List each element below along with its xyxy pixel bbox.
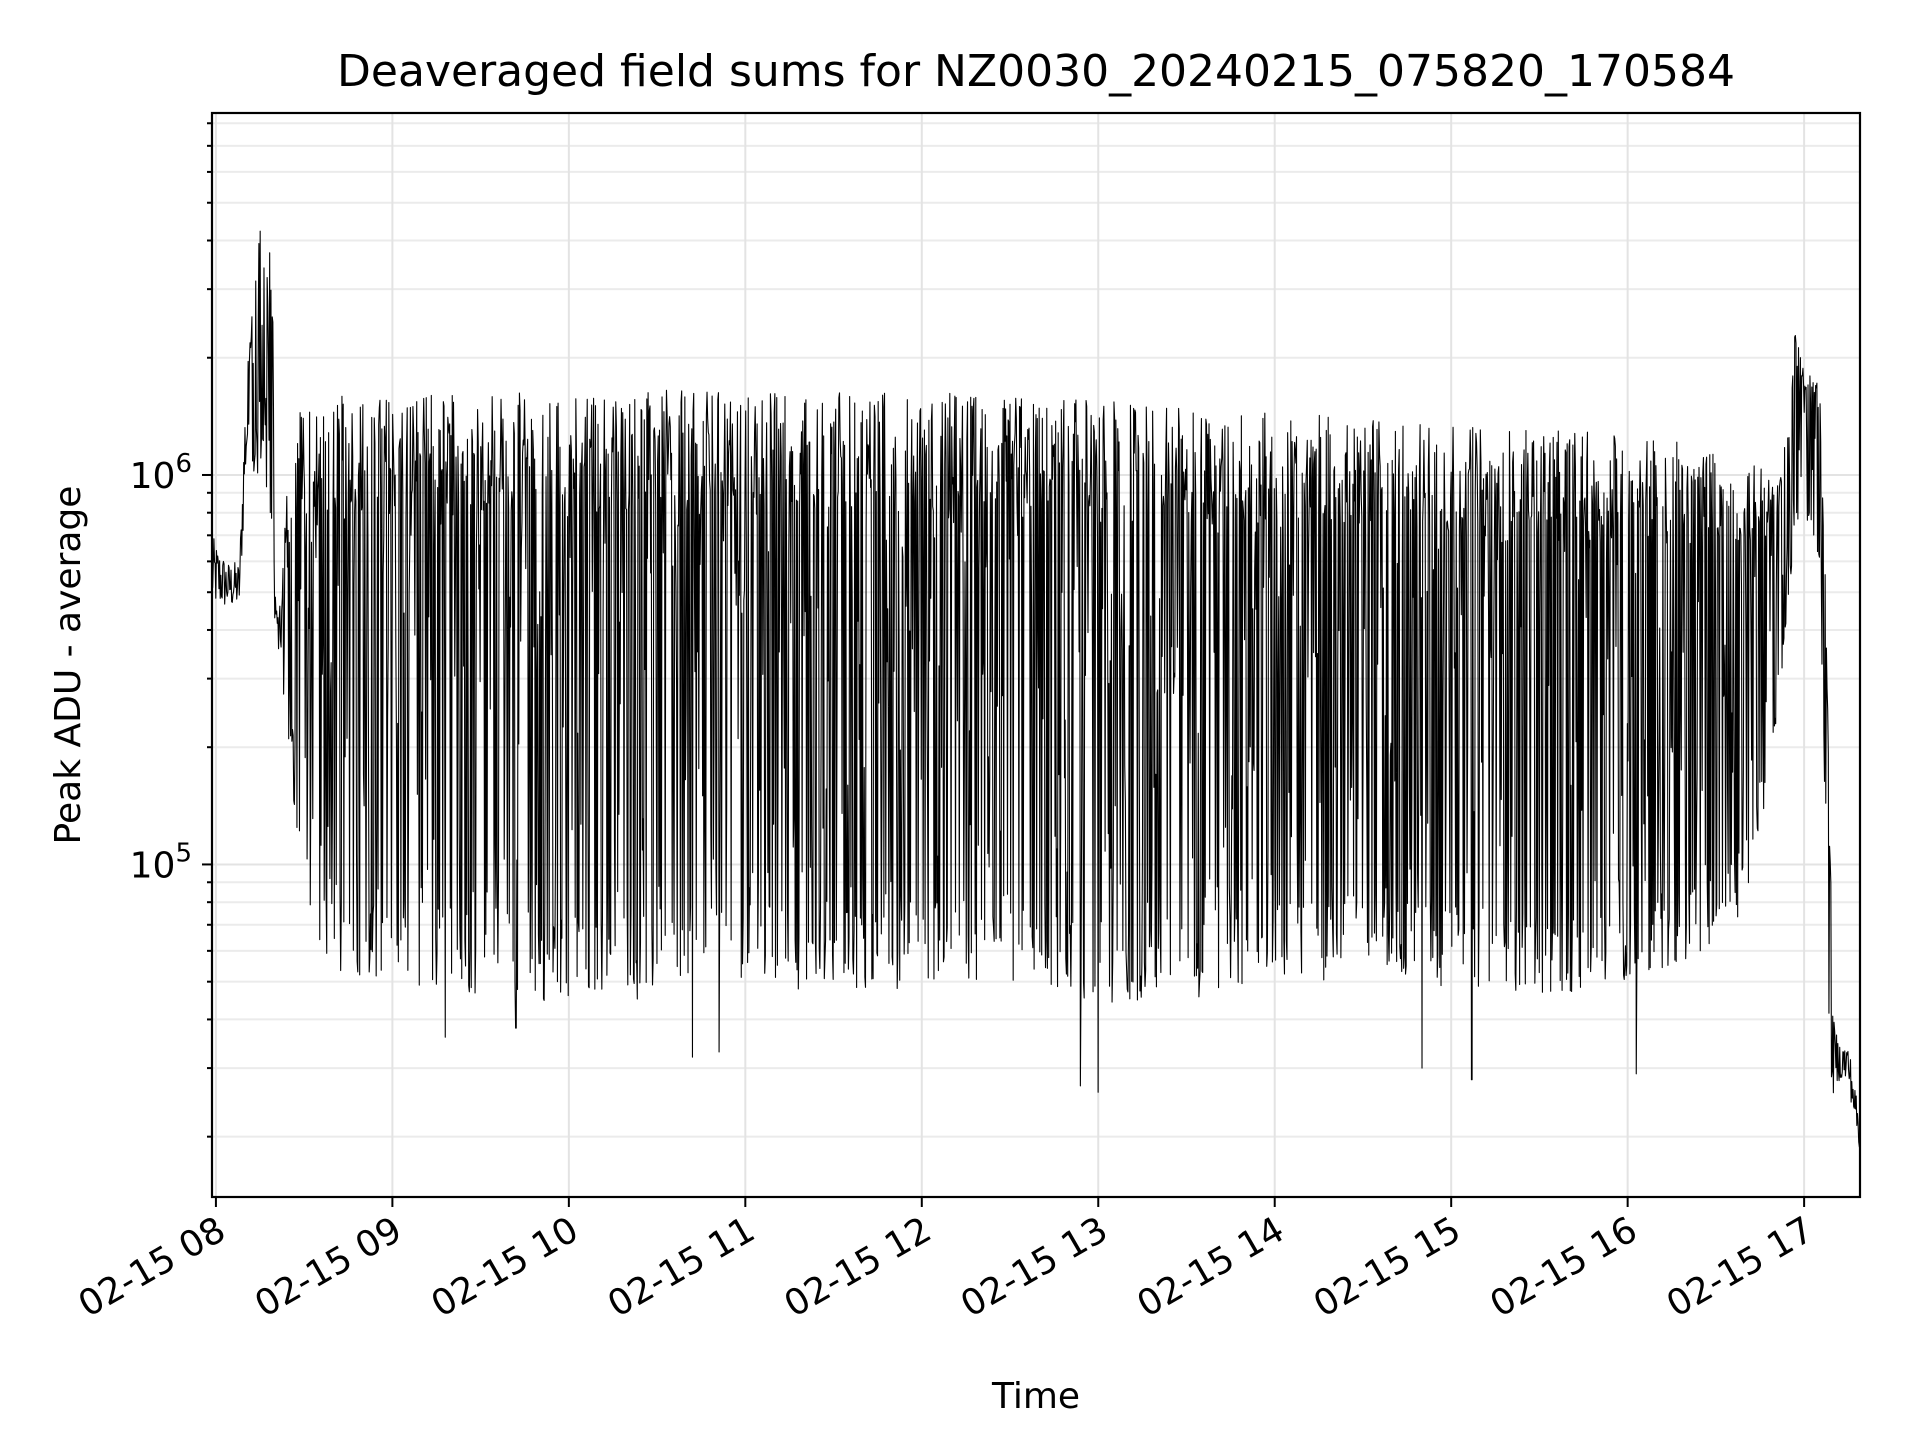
x-tick-label: 02-15 10 (425, 1209, 586, 1325)
y-tick-label: 105 (130, 838, 192, 886)
x-tick-label: 02-15 09 (248, 1209, 409, 1325)
x-tick-label: 02-15 16 (1483, 1209, 1644, 1325)
x-tick-label: 02-15 14 (1131, 1209, 1292, 1325)
x-tick-label: 02-15 11 (601, 1209, 762, 1325)
x-tick-label: 02-15 15 (1307, 1209, 1468, 1325)
series-line (211, 230, 1861, 1148)
x-tick-label: 02-15 13 (954, 1209, 1115, 1325)
series-layer (211, 230, 1861, 1148)
x-tick-label: 02-15 12 (778, 1209, 939, 1325)
x-tick-label: 02-15 08 (72, 1209, 233, 1325)
chart-title: Deaveraged field sums for NZ0030_2024021… (337, 46, 1735, 97)
plot-frame (210, 111, 1862, 1199)
y-tick-label: 106 (130, 449, 192, 497)
x-tick-label: 02-15 17 (1660, 1209, 1821, 1325)
y-axis-label: Peak ADU - average (48, 486, 89, 845)
x-axis-label: Time (991, 1376, 1080, 1417)
